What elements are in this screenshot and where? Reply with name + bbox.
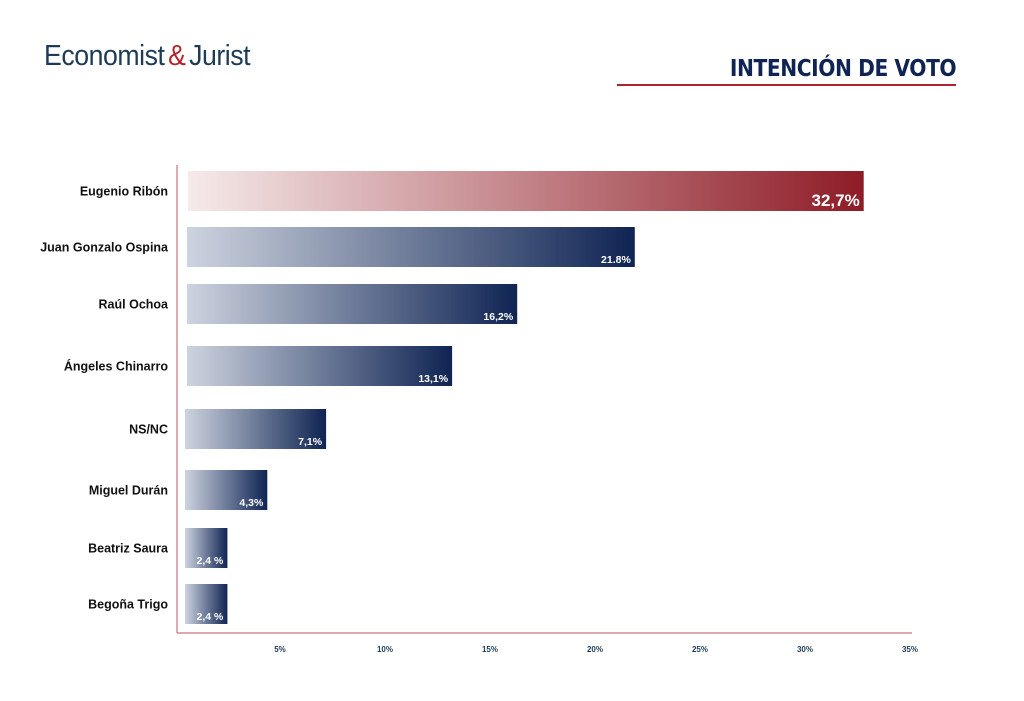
value-label: 2,4 %: [197, 555, 225, 567]
category-label: Beatriz Saura: [88, 542, 169, 556]
category-label: Miguel Durán: [89, 484, 168, 498]
category-label: Juan Gonzalo Ospina: [40, 241, 169, 255]
x-tick-label: 25%: [692, 645, 708, 654]
x-tick-label: 5%: [274, 645, 286, 654]
logo-text-economist: Economist: [44, 40, 165, 72]
value-label: 4,3%: [239, 497, 264, 509]
chart-title: INTENCIÓN DE VOTO: [729, 56, 957, 82]
x-tick-label: 10%: [377, 645, 393, 654]
value-label: 21.8%: [601, 254, 631, 266]
bar: [187, 346, 453, 386]
bar: [185, 528, 228, 568]
logo: Economist & Jurist: [44, 40, 251, 73]
bar: [187, 284, 518, 324]
value-label: 13,1%: [418, 373, 448, 385]
bar: [185, 584, 228, 624]
x-tick-label: 15%: [482, 645, 498, 654]
logo-ampersand: &: [168, 40, 186, 72]
category-label: NS/NC: [129, 423, 168, 437]
value-label: 32,7%: [811, 191, 859, 210]
bar: [188, 171, 864, 211]
category-label: Ángeles Chinarro: [64, 359, 169, 374]
x-tick-label: 30%: [797, 645, 813, 654]
category-label: Raúl Ochoa: [99, 298, 170, 312]
value-label: 2,4 %: [197, 611, 225, 623]
category-label: Eugenio Ribón: [80, 185, 168, 199]
title-underline: [617, 84, 956, 86]
chart-layer: 5% 10% 15% 20% 25% 30% 35% Eugenio Ribón 32,7% Ju…: [40, 165, 918, 654]
x-tick-label: 20%: [587, 645, 603, 654]
bar: [185, 409, 327, 449]
category-label: Begoña Trigo: [88, 598, 168, 612]
x-tick-label: 35%: [902, 645, 918, 654]
value-label: 16,2%: [483, 311, 513, 323]
bar: [187, 227, 635, 267]
logo-text-jurist: Jurist: [189, 40, 251, 72]
value-label: 7,1%: [298, 436, 323, 448]
bar: [185, 470, 268, 510]
